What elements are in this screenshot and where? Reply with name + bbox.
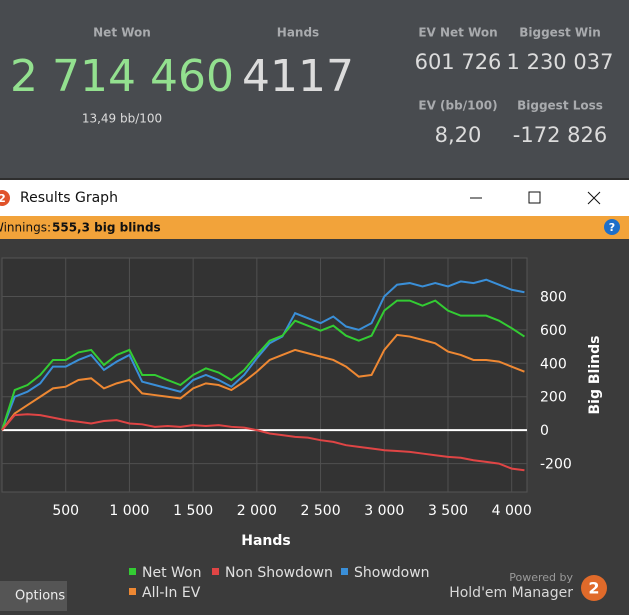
y-tick-label: 400 <box>540 356 567 372</box>
powered-by: Powered by <box>509 571 573 584</box>
help-button[interactable] <box>604 219 620 235</box>
x-tick-label: 500 <box>52 503 79 519</box>
legend-label: Non Showdown <box>225 565 333 581</box>
stat-label: Biggest Win <box>519 26 601 40</box>
legend-swatch <box>212 568 219 575</box>
series-line <box>1 413 525 472</box>
stat-value: 1 230 037 <box>507 50 614 74</box>
x-tick-label: 4 000 <box>492 503 532 519</box>
legend-swatch <box>129 588 136 595</box>
winnings-label: Winnings: <box>0 221 51 235</box>
x-tick-label: 3 500 <box>428 503 468 519</box>
plot <box>1 258 527 492</box>
maximize-button[interactable] <box>528 191 541 204</box>
x-tick-label: 1 000 <box>109 503 149 519</box>
app-icon-text: 2 <box>0 192 6 205</box>
winnings-value: 555,3 big blinds <box>52 221 161 235</box>
options-button[interactable] <box>0 581 67 611</box>
y-tick-label: 800 <box>540 289 567 305</box>
x-tick-label: 1 500 <box>173 503 213 519</box>
stat-label: EV (bb/100) <box>418 99 497 113</box>
y-axis-title: Big Blinds <box>587 336 603 415</box>
series-line <box>1 299 525 431</box>
plot-area <box>1 257 528 493</box>
stats-panel <box>0 0 629 178</box>
legend-label: Net Won <box>142 565 202 581</box>
app-icon <box>0 190 10 206</box>
stat-sub: 13,49 bb/100 <box>82 112 162 126</box>
winnings-bar <box>0 216 629 239</box>
stat-value: 8,20 <box>435 123 482 147</box>
y-tick-label: 0 <box>540 423 549 439</box>
x-axis-title: Hands <box>241 533 291 549</box>
stat-label: Biggest Loss <box>517 99 603 113</box>
stat-value: -172 826 <box>513 123 607 147</box>
title-bar <box>0 180 629 216</box>
stat-label: Net Won <box>93 26 151 40</box>
series-line <box>1 278 525 431</box>
series-line <box>1 333 525 431</box>
window-title: Results Graph <box>20 190 118 206</box>
x-tick-label: 2 000 <box>237 503 277 519</box>
divider <box>0 178 629 180</box>
legend-swatch <box>129 568 136 575</box>
y-tick-label: 200 <box>540 390 567 406</box>
stat-value: 4117 <box>242 51 354 102</box>
x-tick-label: 3 000 <box>364 503 404 519</box>
brand-name: Hold'em Manager <box>449 585 573 601</box>
help-text[interactable]: ? <box>609 221 615 234</box>
stat-value: 601 726 <box>415 50 502 74</box>
stat-label: Hands <box>277 26 319 40</box>
y-tick-label: 600 <box>540 323 567 339</box>
stat-value: 2 714 460 <box>10 51 234 102</box>
x-tick-label: 2 500 <box>301 503 341 519</box>
legend-swatch <box>341 568 348 575</box>
options-text[interactable]: Options <box>15 589 65 604</box>
legend-label: All-In EV <box>142 585 201 601</box>
stat-label: EV Net Won <box>418 26 497 40</box>
brand-logo-text: 2 <box>588 579 599 598</box>
y-tick-label: -200 <box>540 457 572 473</box>
brand-logo <box>581 575 607 601</box>
close-button[interactable] <box>587 191 601 205</box>
legend-label: Showdown <box>354 565 430 581</box>
